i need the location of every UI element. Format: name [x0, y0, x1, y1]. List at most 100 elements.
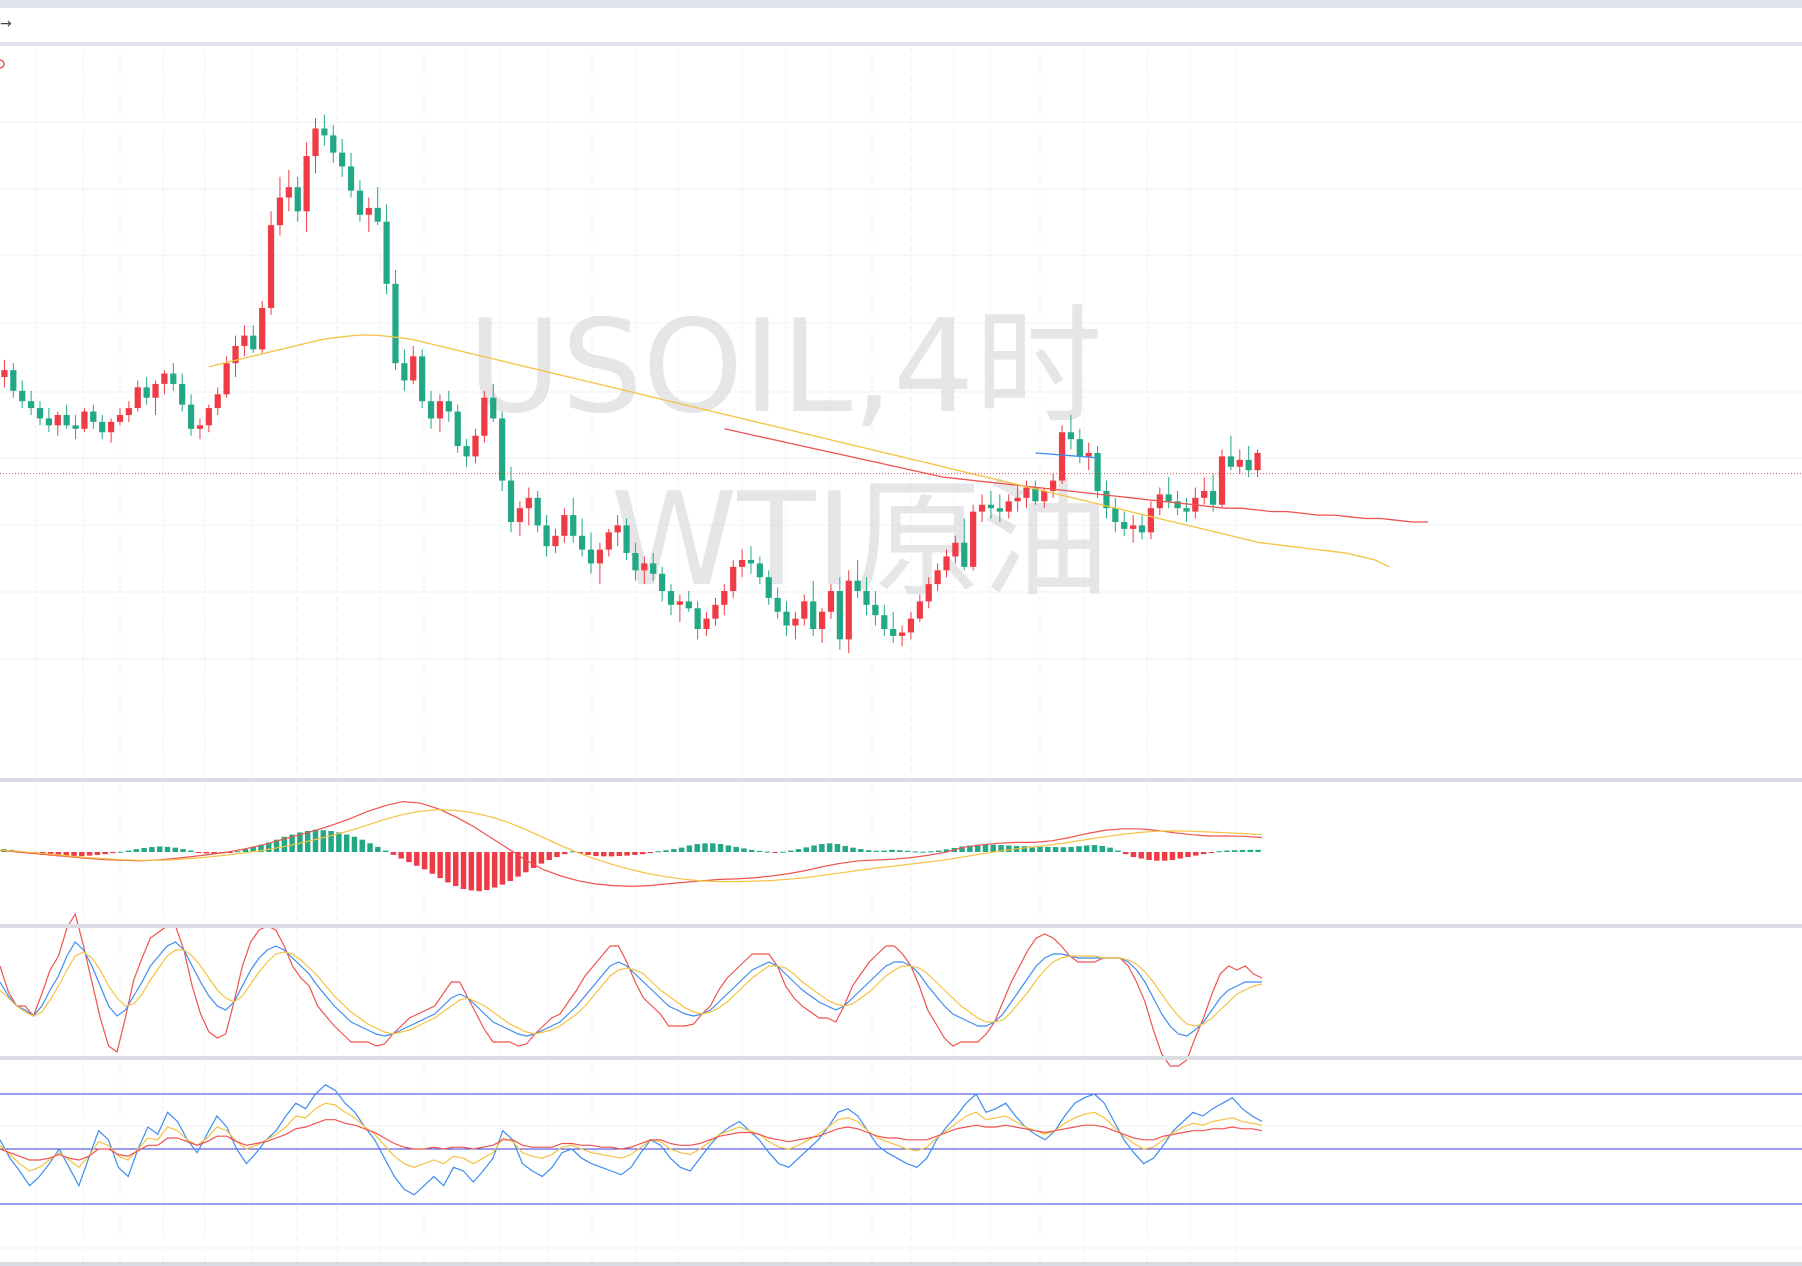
pane-divider[interactable]: [0, 924, 1802, 928]
candle[interactable]: [570, 497, 577, 543]
candle[interactable]: [907, 611, 915, 640]
candle[interactable]: [890, 611, 897, 643]
candle[interactable]: [658, 566, 666, 602]
candle[interactable]: [1094, 446, 1101, 498]
candle[interactable]: [1130, 515, 1137, 543]
candle[interactable]: [783, 601, 790, 636]
candle[interactable]: [90, 404, 97, 429]
candle[interactable]: [125, 401, 132, 422]
candle[interactable]: [712, 597, 719, 626]
candle[interactable]: [303, 142, 310, 233]
candle[interactable]: [36, 401, 44, 426]
candle[interactable]: [54, 411, 61, 436]
candle[interactable]: [961, 518, 968, 571]
candle[interactable]: [1165, 477, 1172, 509]
candle[interactable]: [1085, 442, 1092, 471]
candle[interactable]: [1227, 435, 1235, 471]
candle[interactable]: [978, 494, 986, 522]
candle[interactable]: [214, 387, 221, 415]
pane-divider[interactable]: [0, 1056, 1802, 1060]
candle[interactable]: [872, 591, 879, 626]
candle[interactable]: [952, 535, 959, 564]
candle[interactable]: [347, 152, 355, 198]
candle[interactable]: [579, 518, 586, 557]
candle[interactable]: [401, 349, 408, 391]
candle[interactable]: [152, 380, 159, 415]
candle[interactable]: [1014, 484, 1021, 512]
candle[interactable]: [81, 408, 88, 433]
candle[interactable]: [561, 508, 568, 543]
candle[interactable]: [196, 418, 204, 440]
candle[interactable]: [356, 180, 364, 222]
candle[interactable]: [970, 504, 977, 571]
candle[interactable]: [1076, 428, 1083, 464]
candle[interactable]: [845, 570, 852, 654]
candle[interactable]: [1236, 449, 1243, 474]
candle[interactable]: [1121, 511, 1128, 536]
candle[interactable]: [161, 370, 168, 395]
candle[interactable]: [765, 570, 772, 605]
candle[interactable]: [463, 439, 470, 467]
candle[interactable]: [863, 577, 870, 616]
candle[interactable]: [445, 390, 452, 422]
candle[interactable]: [810, 580, 817, 636]
candle[interactable]: [587, 532, 595, 574]
candle[interactable]: [756, 556, 763, 585]
candle[interactable]: [374, 187, 381, 226]
candle[interactable]: [525, 487, 532, 526]
candle[interactable]: [179, 373, 186, 412]
candle[interactable]: [898, 625, 906, 647]
candle[interactable]: [27, 390, 35, 415]
candle[interactable]: [1112, 497, 1119, 533]
candle[interactable]: [854, 559, 861, 598]
candle[interactable]: [738, 549, 746, 578]
candle[interactable]: [365, 197, 372, 233]
candle[interactable]: [1183, 497, 1190, 522]
pane-divider[interactable]: [0, 778, 1802, 782]
candle[interactable]: [330, 125, 337, 164]
candle[interactable]: [223, 356, 230, 398]
candle[interactable]: [676, 594, 683, 623]
candle[interactable]: [987, 490, 995, 519]
candle[interactable]: [99, 414, 106, 440]
candle[interactable]: [63, 404, 70, 429]
candle[interactable]: [747, 546, 755, 574]
candle[interactable]: [730, 559, 737, 598]
candle[interactable]: [721, 584, 728, 616]
candle[interactable]: [1023, 480, 1030, 509]
candle[interactable]: [107, 418, 115, 443]
candle[interactable]: [1032, 480, 1039, 505]
candle[interactable]: [276, 176, 284, 236]
candle[interactable]: [881, 604, 888, 636]
candle[interactable]: [641, 556, 648, 585]
candle[interactable]: [454, 404, 461, 453]
candle[interactable]: [259, 301, 266, 353]
candle[interactable]: [685, 591, 692, 612]
candle[interactable]: [19, 380, 26, 409]
candle[interactable]: [916, 594, 923, 623]
candle[interactable]: [614, 515, 621, 547]
candle[interactable]: [1218, 449, 1226, 509]
candle[interactable]: [943, 549, 950, 578]
candle[interactable]: [836, 577, 843, 650]
macd-pane[interactable]: [0, 800, 1263, 892]
candle[interactable]: [392, 270, 399, 371]
candle[interactable]: [10, 363, 17, 398]
arrow-right-icon[interactable]: →: [0, 16, 12, 32]
candle[interactable]: [250, 325, 257, 353]
candle[interactable]: [1254, 449, 1261, 478]
candle[interactable]: [552, 528, 559, 554]
candle[interactable]: [1, 359, 8, 388]
candle[interactable]: [650, 553, 657, 581]
candle[interactable]: [694, 601, 701, 640]
candle[interactable]: [623, 518, 630, 560]
candle[interactable]: [507, 466, 515, 533]
candle[interactable]: [294, 176, 301, 222]
candle[interactable]: [312, 118, 319, 174]
candle[interactable]: [321, 114, 328, 146]
rsi-pane[interactable]: [0, 1084, 1802, 1205]
candle[interactable]: [1192, 487, 1199, 519]
candle[interactable]: [1067, 414, 1075, 450]
candle[interactable]: [267, 211, 275, 315]
candle[interactable]: [205, 404, 212, 433]
